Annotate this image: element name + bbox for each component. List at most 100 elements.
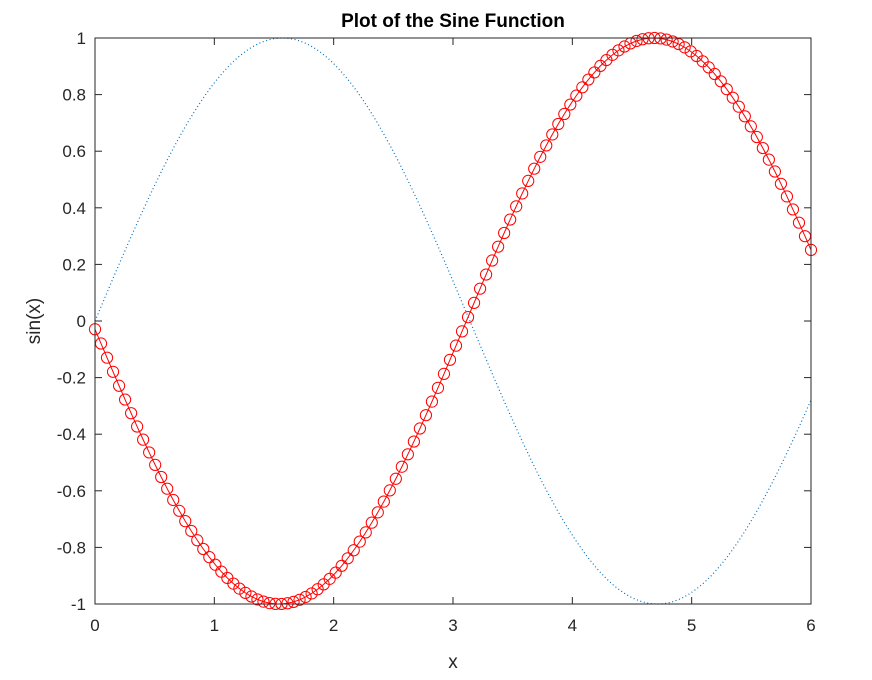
data-point-marker <box>365 516 378 529</box>
series-layer <box>88 31 818 611</box>
plot-area <box>95 38 811 604</box>
data-point-marker <box>353 535 366 548</box>
x-tick-label: 3 <box>448 616 457 635</box>
data-point-marker <box>708 67 721 81</box>
data-point-marker <box>257 595 270 608</box>
data-point-marker <box>630 34 643 48</box>
y-axis-label: sin(x) <box>24 298 45 344</box>
data-point-marker <box>329 566 342 579</box>
x-tick-label: 5 <box>687 616 696 635</box>
data-point-marker <box>359 526 372 539</box>
data-point-marker <box>455 325 469 338</box>
y-tick-label: -0.2 <box>57 369 86 388</box>
series-line-2 <box>94 37 812 605</box>
data-point-marker <box>756 141 769 155</box>
data-point-marker <box>106 365 120 378</box>
y-tick-label: -1 <box>71 595 86 614</box>
data-point-marker <box>335 559 348 572</box>
data-point-marker <box>112 379 126 392</box>
data-point-marker <box>100 351 114 364</box>
data-point-marker <box>546 128 559 141</box>
y-tick-label: 1 <box>77 29 86 48</box>
data-point-marker <box>341 552 354 565</box>
data-point-marker <box>263 597 276 610</box>
data-point-marker <box>155 470 168 484</box>
data-point-marker <box>173 504 186 517</box>
y-tick-label: 0.4 <box>62 199 86 218</box>
data-point-marker <box>558 107 571 121</box>
data-point-marker <box>437 367 451 380</box>
data-point-marker <box>636 33 649 46</box>
data-point-marker <box>161 482 174 495</box>
data-point-marker <box>618 40 631 53</box>
y-axis: 1 0.8 0.6 0.4 0.2 0 -0.2 -0.4 -0.6 -0.8 -1 <box>57 29 811 614</box>
data-point-marker <box>425 395 439 408</box>
data-point-marker <box>203 551 216 564</box>
data-point-marker <box>786 203 800 216</box>
data-point-marker <box>389 472 402 485</box>
data-point-marker <box>792 216 806 229</box>
data-point-marker <box>419 409 433 422</box>
data-point-marker <box>239 586 252 599</box>
data-point-marker <box>209 558 222 571</box>
series-line-1 <box>94 37 812 605</box>
data-point-marker <box>299 590 312 604</box>
data-point-marker <box>347 544 360 557</box>
data-point-marker <box>137 433 150 446</box>
data-point-marker <box>118 393 132 406</box>
data-point-marker <box>401 448 414 461</box>
data-point-marker <box>293 593 306 606</box>
data-point-marker <box>449 339 463 352</box>
data-point-marker <box>582 73 595 86</box>
data-point-marker <box>197 542 210 556</box>
data-point-marker <box>780 190 794 203</box>
data-point-marker <box>738 110 751 123</box>
data-point-marker <box>305 587 318 600</box>
data-point-marker <box>371 506 384 519</box>
data-point-marker <box>702 61 715 74</box>
x-tick-label: 6 <box>806 616 815 635</box>
x-tick-label: 2 <box>329 616 338 635</box>
y-tick-label: -0.8 <box>57 538 86 557</box>
data-point-marker <box>167 493 180 507</box>
data-point-marker <box>492 240 505 253</box>
data-point-marker <box>744 120 757 133</box>
data-point-marker <box>191 534 204 547</box>
y-tick-label: 0.8 <box>62 86 86 105</box>
x-axis: 0 1 2 3 4 5 6 <box>90 38 816 635</box>
data-point-marker <box>666 35 679 48</box>
y-tick-label: 0.6 <box>62 142 86 161</box>
data-point-marker <box>516 187 529 200</box>
data-point-marker <box>125 407 138 420</box>
data-point-marker <box>750 130 763 144</box>
y-tick-label: -0.6 <box>57 482 86 501</box>
data-point-marker <box>413 422 427 435</box>
data-point-marker <box>479 268 493 281</box>
data-point-marker <box>233 582 246 595</box>
data-point-marker <box>467 296 481 309</box>
data-point-marker <box>552 117 565 131</box>
data-point-marker <box>245 590 258 603</box>
data-point-marker <box>528 162 541 175</box>
data-point-marker <box>564 98 577 111</box>
data-point-marker <box>540 139 553 152</box>
data-point-marker <box>473 282 487 295</box>
data-point-marker <box>678 41 691 54</box>
data-point-marker <box>287 595 300 608</box>
y-tick-label: 0 <box>77 312 86 331</box>
data-point-marker <box>732 100 745 113</box>
data-point-marker <box>576 81 589 94</box>
x-tick-label: 1 <box>210 616 219 635</box>
data-point-marker <box>383 484 396 497</box>
data-point-marker <box>522 174 535 188</box>
data-point-marker <box>281 597 294 610</box>
data-point-marker <box>143 446 156 459</box>
data-point-marker <box>179 515 192 528</box>
data-point-marker <box>377 495 390 508</box>
data-point-marker <box>149 458 162 471</box>
data-point-marker <box>762 153 775 166</box>
data-point-marker <box>185 524 198 538</box>
y-tick-label: 0.2 <box>62 255 86 274</box>
data-point-marker <box>407 435 420 448</box>
